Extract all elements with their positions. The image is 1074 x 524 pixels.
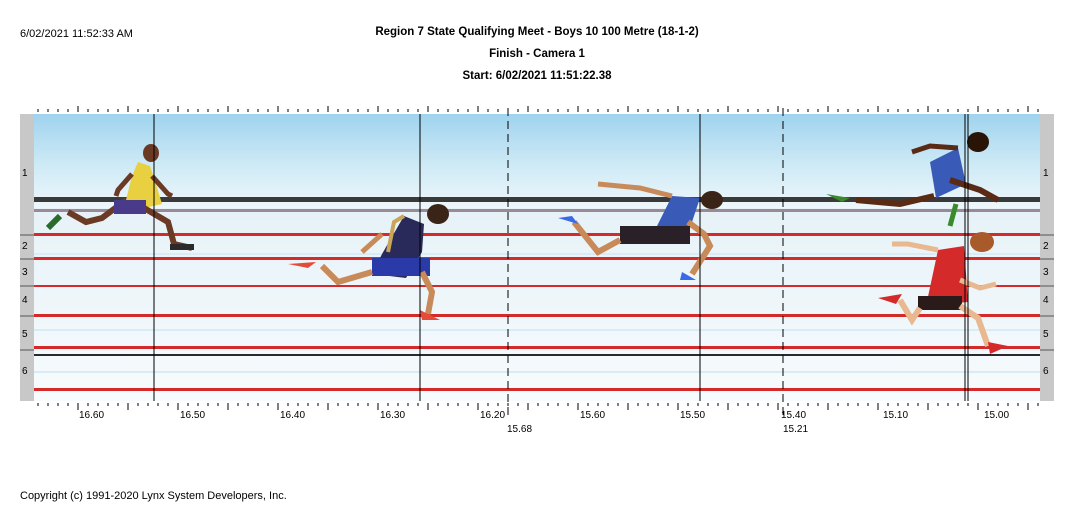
start-time: Start: 6/02/2021 11:51:22.38: [462, 70, 612, 82]
time-label: 16.20: [480, 410, 506, 421]
time-label: 16.60: [79, 410, 105, 421]
time-label: 16.40: [280, 410, 306, 421]
time-label: 16.50: [180, 410, 206, 421]
runner-lane-1-left[interactable]: [45, 144, 194, 251]
finish-image: [34, 114, 1040, 401]
split-time-1: 15.68: [507, 424, 533, 435]
runner-lane-2[interactable]: [558, 181, 723, 280]
time-label: 15.10: [883, 410, 909, 421]
lane-label: 5: [22, 329, 28, 340]
lane-label: 1: [22, 168, 28, 179]
split-time-2: 15.21: [783, 424, 809, 435]
bottom-tick-ruler: [37, 403, 1039, 410]
runner-lane-1-right[interactable]: [826, 132, 1000, 227]
lane-label: 2: [22, 241, 28, 252]
time-label: 15.00: [984, 410, 1010, 421]
runner-lane-5[interactable]: [878, 232, 1008, 354]
event-title: Region 7 State Qualifying Meet - Boys 10…: [375, 26, 699, 38]
lane-label: 6: [1043, 366, 1049, 377]
finish-photo-panel[interactable]: 1 2 3 4 5 6 1 2 3 4 5 6 16.60 16.50 16.4…: [20, 104, 1054, 435]
time-label: 15.40: [781, 410, 807, 421]
lane-label: 4: [1043, 295, 1049, 306]
camera-label: Finish - Camera 1: [489, 48, 585, 60]
lane-label: 3: [1043, 267, 1049, 278]
lane-label: 2: [1043, 241, 1049, 252]
top-tick-ruler: [37, 106, 1039, 112]
copyright-footer: Copyright (c) 1991-2020 Lynx System Deve…: [20, 490, 287, 502]
lane-label: 6: [22, 366, 28, 377]
time-cursors[interactable]: [153, 108, 969, 420]
lane-label: 5: [1043, 329, 1049, 340]
time-label: 15.60: [580, 410, 606, 421]
lane-label: 1: [1043, 168, 1049, 179]
runner-lane-3[interactable]: [288, 204, 449, 320]
left-lane-strip: [20, 114, 34, 401]
lane-label: 3: [22, 267, 28, 278]
lane-dividers: [20, 234, 1054, 351]
right-lane-strip: [1040, 114, 1054, 401]
time-label: 16.30: [380, 410, 406, 421]
capture-timestamp: 6/02/2021 11:52:33 AM: [20, 28, 133, 40]
lane-label: 4: [22, 295, 28, 306]
time-label: 15.50: [680, 410, 706, 421]
